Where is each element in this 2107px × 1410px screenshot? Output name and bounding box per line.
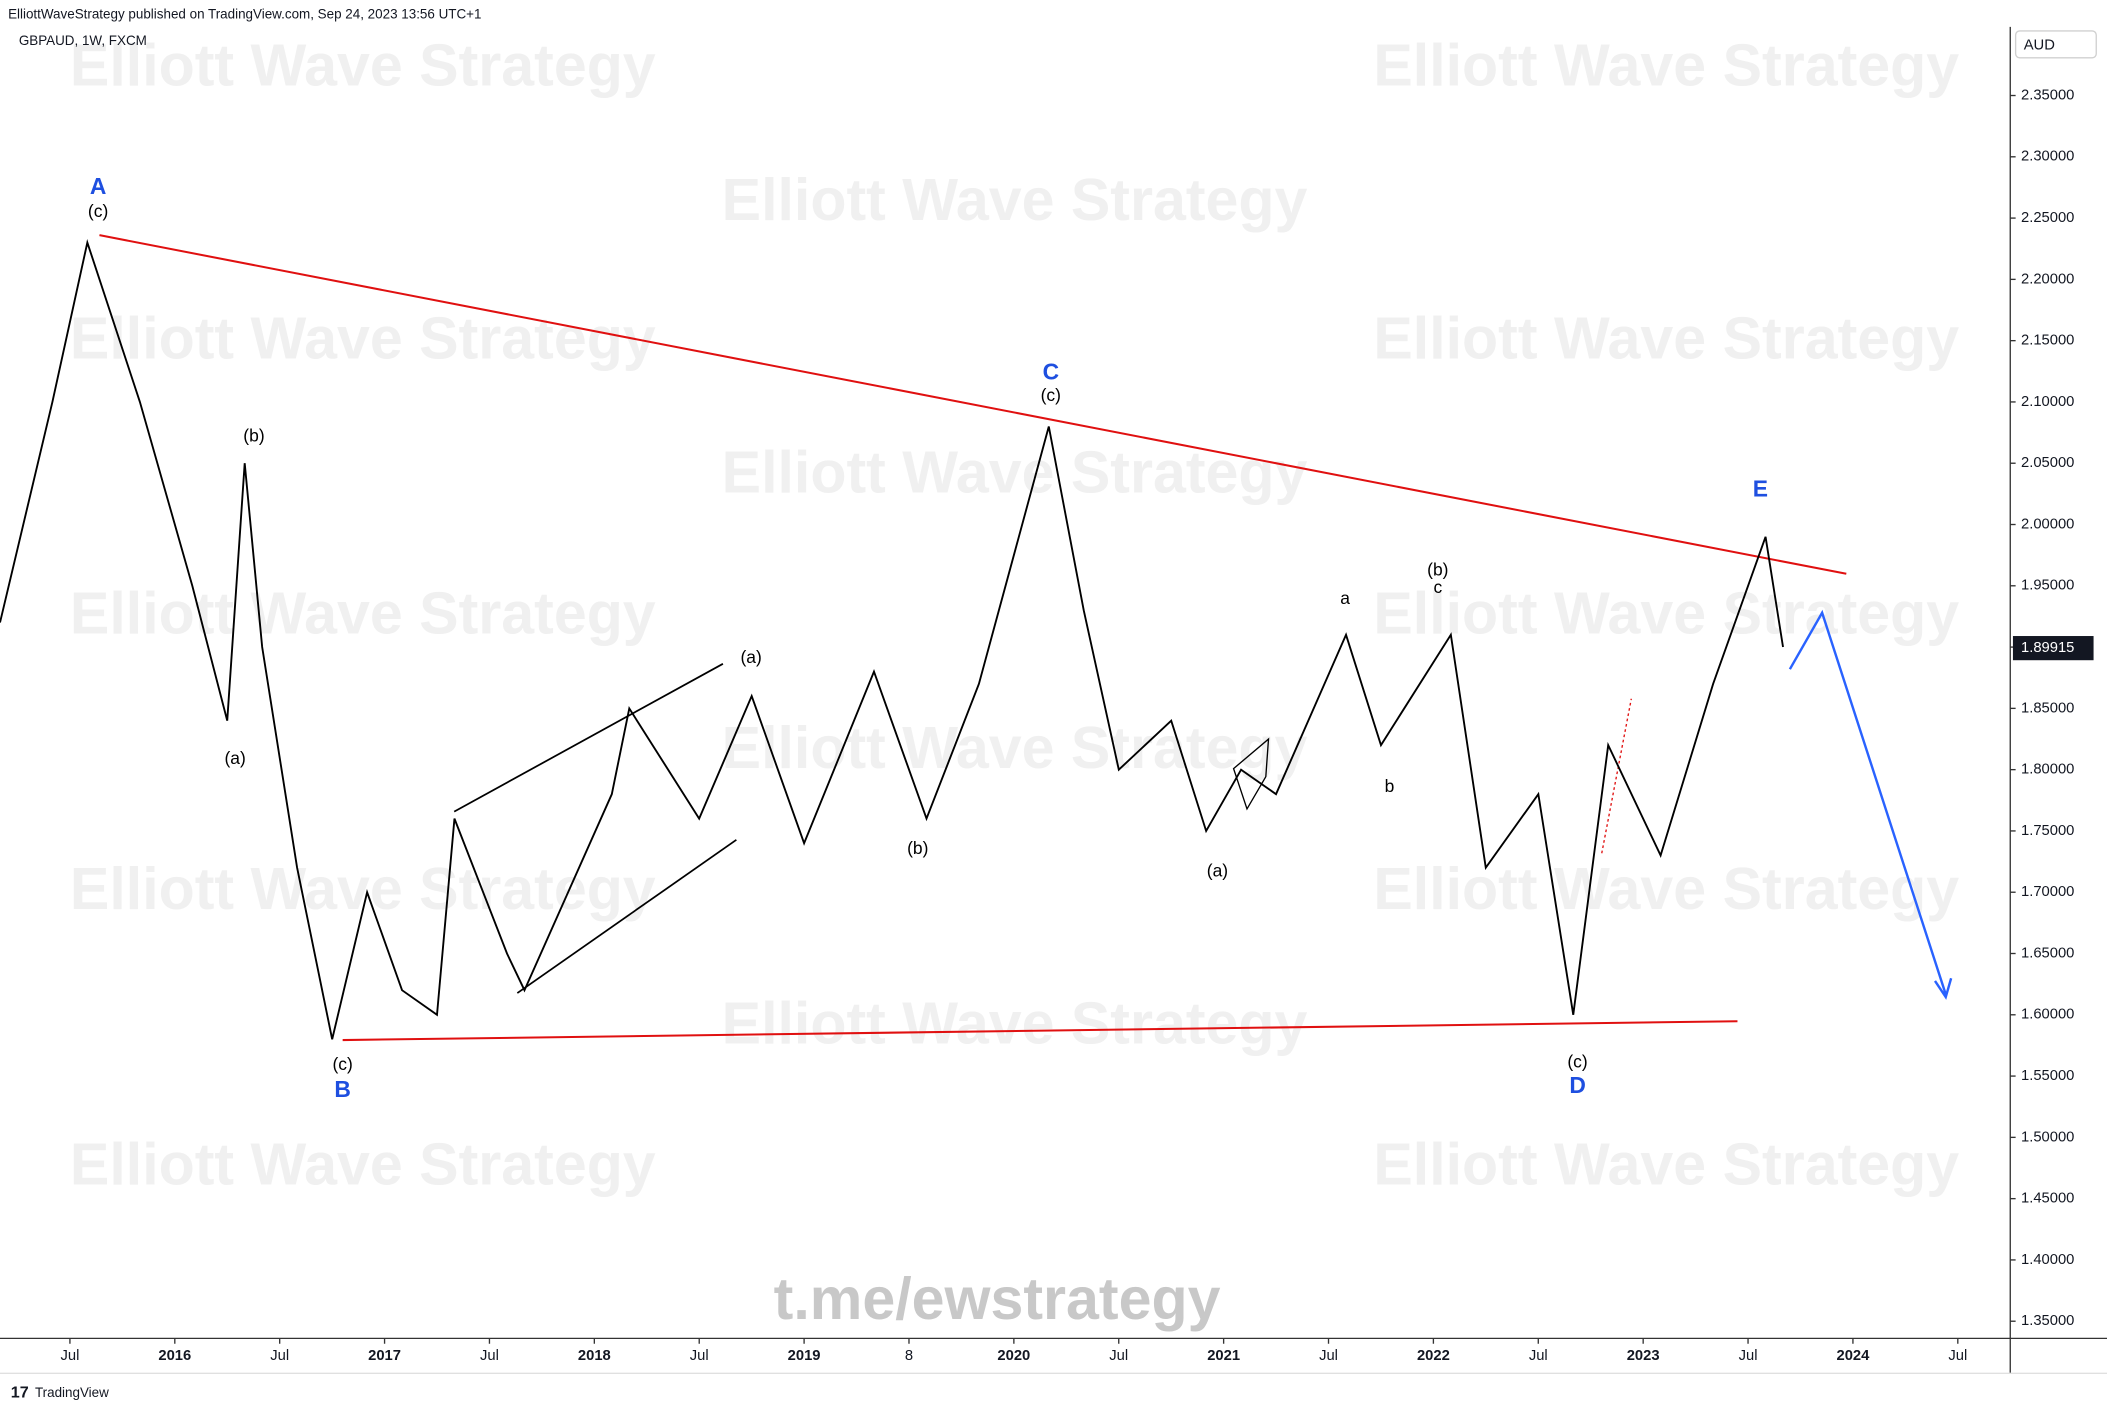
- y-tick-label: 2.05000: [2021, 455, 2074, 471]
- x-tick-label: 2018: [578, 1348, 611, 1364]
- x-tick-label: Jul: [1739, 1348, 1758, 1364]
- y-tick-label: 1.45000: [2021, 1191, 2074, 1207]
- symbol: GBPAUD, 1W, FXCM: [19, 33, 147, 48]
- currency-box: [2014, 30, 2097, 59]
- y-tick-label: 1.50000: [2021, 1129, 2074, 1145]
- currency: AUD: [2024, 38, 2055, 54]
- watermark: Elliott Wave Strategy: [1373, 855, 1959, 922]
- subwave-label: (b): [907, 838, 928, 858]
- x-tick-label: Jul: [270, 1348, 289, 1364]
- x-tick-label: 2024: [1836, 1348, 1870, 1364]
- y-tick-label: 2.35000: [2021, 87, 2074, 103]
- watermark: Elliott Wave Strategy: [70, 1131, 656, 1198]
- dotted-line: [1601, 698, 1632, 854]
- y-tick-label: 1.60000: [2021, 1007, 2074, 1023]
- watermark: Elliott Wave Strategy: [1373, 580, 1959, 647]
- watermark: Elliott Wave Strategy: [722, 439, 1308, 506]
- projection-arrow: [1788, 609, 1953, 1000]
- wave-label: D: [1569, 1072, 1586, 1098]
- x-tick-label: 2022: [1417, 1348, 1450, 1364]
- publisher: ElliottWaveStrategy published on Trading…: [8, 6, 481, 21]
- wave-label: B: [334, 1076, 351, 1102]
- x-tick-label: 2021: [1207, 1348, 1240, 1364]
- subwave-label: (c): [332, 1054, 352, 1074]
- price-tag: [2012, 636, 2094, 661]
- watermark: Elliott Wave Strategy: [70, 304, 656, 371]
- channel-top: [453, 663, 724, 813]
- wave-label: A: [90, 173, 107, 199]
- watermarks: Elliott Wave Strategy Elliott Wave Strate…: [70, 31, 1959, 1197]
- logo: TradingView: [35, 1385, 109, 1400]
- lower-trendline: [342, 1020, 1738, 1042]
- price-tag-label: 1.89915: [2021, 640, 2074, 656]
- x-tick-label: 2016: [158, 1348, 191, 1364]
- y-tick-label: 2.25000: [2021, 210, 2074, 226]
- wave-label: C: [1043, 359, 1060, 385]
- y-tick-label: 2.10000: [2021, 394, 2074, 410]
- watermark: Elliott Wave Strategy: [722, 990, 1308, 1057]
- channel-bottom: [516, 839, 737, 994]
- x-tick-label: Jul: [60, 1348, 79, 1364]
- x-tick-label: Jul: [1109, 1348, 1128, 1364]
- subwave-label: (a): [1207, 861, 1228, 881]
- subwave-label: (b): [1427, 560, 1448, 580]
- subwave-label: (b): [243, 425, 264, 445]
- x-tick-label: 2017: [368, 1348, 401, 1364]
- x-tick-label: 2019: [788, 1348, 821, 1364]
- logo-mark: 17: [11, 1384, 29, 1402]
- subwave-label: (a): [224, 748, 245, 768]
- x-tick-label: Jul: [480, 1348, 499, 1364]
- y-tick-label: 1.85000: [2021, 700, 2074, 716]
- y-tick-label: 1.75000: [2021, 823, 2074, 839]
- watermark: Elliott Wave Strategy: [70, 580, 656, 647]
- x-tick-label: 2023: [1627, 1348, 1660, 1364]
- small-triangle: [1232, 737, 1270, 811]
- wave-label: E: [1753, 476, 1768, 502]
- link-watermark: t.me/ewstrategy: [774, 1265, 1221, 1332]
- x-tick-label: Jul: [1948, 1348, 1967, 1364]
- subwave-label: a: [1340, 588, 1350, 608]
- subwave-label: (c): [1041, 385, 1061, 405]
- y-tick-label: 1.80000: [2021, 762, 2074, 778]
- upper-trendline: [99, 234, 1847, 575]
- y-tick-label: 1.35000: [2021, 1313, 2074, 1329]
- watermark: Elliott Wave Strategy: [722, 166, 1308, 233]
- y-tick-label: 1.65000: [2021, 945, 2074, 961]
- x-tick-label: 2020: [997, 1348, 1030, 1364]
- x-tick-label: Jul: [1529, 1348, 1548, 1364]
- plot: 1.35000 1.40000 1.45000 1.50000 1.55000 1.600…: [0, 87, 2094, 1364]
- watermark: Elliott Wave Strategy: [1373, 304, 1959, 371]
- subwave-label: c: [1433, 577, 1442, 597]
- x-tick-label: 8: [905, 1348, 913, 1364]
- price-line: [0, 238, 1784, 1040]
- watermark: Elliott Wave Strategy: [722, 714, 1308, 781]
- x-tick-label: Jul: [1319, 1348, 1338, 1364]
- y-tick-label: 1.55000: [2021, 1068, 2074, 1084]
- watermark: Elliott Wave Strategy: [1373, 1131, 1959, 1198]
- subwave-label: (c): [88, 201, 108, 221]
- y-tick-label: 2.20000: [2021, 271, 2074, 287]
- x-tick-label: Jul: [690, 1348, 709, 1364]
- y-tick-label: 1.70000: [2021, 884, 2074, 900]
- y-tick-label: 2.30000: [2021, 149, 2074, 165]
- subwave-label: b: [1385, 776, 1395, 796]
- subwave-label: (c): [1567, 1052, 1587, 1072]
- watermark: Elliott Wave Strategy: [70, 31, 656, 98]
- watermark: Elliott Wave Strategy: [1373, 31, 1959, 98]
- y-tick-label: 1.40000: [2021, 1252, 2074, 1268]
- y-tick-label: 2.00000: [2021, 516, 2074, 532]
- y-tick-label: 1.95000: [2021, 578, 2074, 594]
- subwave-label: (a): [740, 647, 761, 667]
- y-tick-label: 2.15000: [2021, 333, 2074, 349]
